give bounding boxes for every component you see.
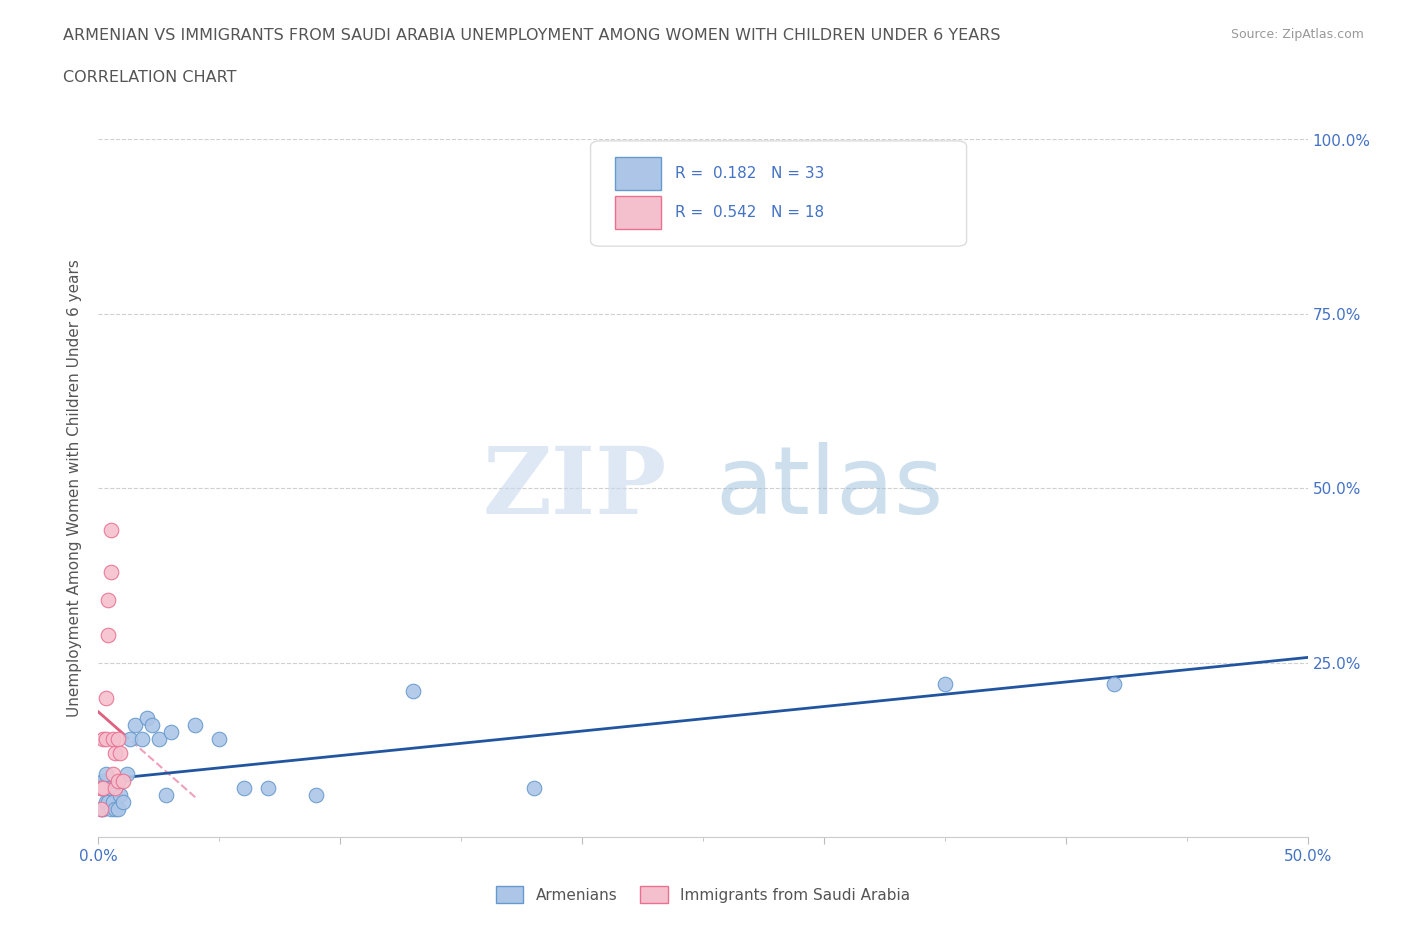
Point xyxy=(90,781,112,796)
FancyBboxPatch shape xyxy=(614,196,661,230)
Point xyxy=(91,802,114,817)
Point xyxy=(111,794,134,809)
Point xyxy=(94,690,117,705)
Point xyxy=(160,725,183,740)
Point xyxy=(1102,676,1125,691)
Point xyxy=(135,711,157,725)
Point xyxy=(94,732,117,747)
Point xyxy=(90,802,112,817)
Text: ZIP: ZIP xyxy=(482,444,666,533)
Point xyxy=(108,788,131,803)
Point xyxy=(117,766,139,781)
Point xyxy=(111,774,134,789)
Point xyxy=(107,802,129,817)
Point xyxy=(155,788,177,803)
Point xyxy=(402,683,425,698)
Point xyxy=(90,781,112,796)
Point xyxy=(934,676,956,691)
FancyBboxPatch shape xyxy=(614,157,661,191)
Point xyxy=(100,802,122,817)
Point xyxy=(256,781,278,796)
Text: CORRELATION CHART: CORRELATION CHART xyxy=(63,70,236,85)
Point xyxy=(107,732,129,747)
Point xyxy=(232,781,254,796)
Point xyxy=(131,732,153,747)
Point xyxy=(100,523,122,538)
Point xyxy=(91,774,114,789)
Point xyxy=(141,718,163,733)
Point xyxy=(100,565,122,579)
Text: R =  0.182   N = 33: R = 0.182 N = 33 xyxy=(675,166,824,181)
Point xyxy=(101,766,124,781)
Point xyxy=(91,732,114,747)
Point xyxy=(97,592,120,607)
Point xyxy=(101,794,124,809)
Point xyxy=(104,781,127,796)
Point xyxy=(523,781,546,796)
Point xyxy=(90,802,112,817)
Point xyxy=(118,732,141,747)
Point xyxy=(184,718,207,733)
Text: atlas: atlas xyxy=(716,443,943,534)
Point xyxy=(91,781,114,796)
Point xyxy=(107,774,129,789)
Point xyxy=(100,781,122,796)
Point xyxy=(124,718,146,733)
Point xyxy=(108,746,131,761)
Text: R =  0.542   N = 18: R = 0.542 N = 18 xyxy=(675,206,824,220)
Legend: Armenians, Immigrants from Saudi Arabia: Armenians, Immigrants from Saudi Arabia xyxy=(489,880,917,910)
Y-axis label: Unemployment Among Women with Children Under 6 years: Unemployment Among Women with Children U… xyxy=(67,259,83,717)
Point xyxy=(94,766,117,781)
Text: ARMENIAN VS IMMIGRANTS FROM SAUDI ARABIA UNEMPLOYMENT AMONG WOMEN WITH CHILDREN : ARMENIAN VS IMMIGRANTS FROM SAUDI ARABIA… xyxy=(63,28,1001,43)
Point xyxy=(101,732,124,747)
Point xyxy=(104,802,127,817)
Point xyxy=(97,628,120,643)
Point xyxy=(148,732,170,747)
Point xyxy=(104,781,127,796)
Point xyxy=(94,794,117,809)
Point xyxy=(305,788,328,803)
FancyBboxPatch shape xyxy=(591,141,966,246)
Text: Source: ZipAtlas.com: Source: ZipAtlas.com xyxy=(1230,28,1364,41)
Point xyxy=(104,746,127,761)
Point xyxy=(97,794,120,809)
Point xyxy=(208,732,231,747)
